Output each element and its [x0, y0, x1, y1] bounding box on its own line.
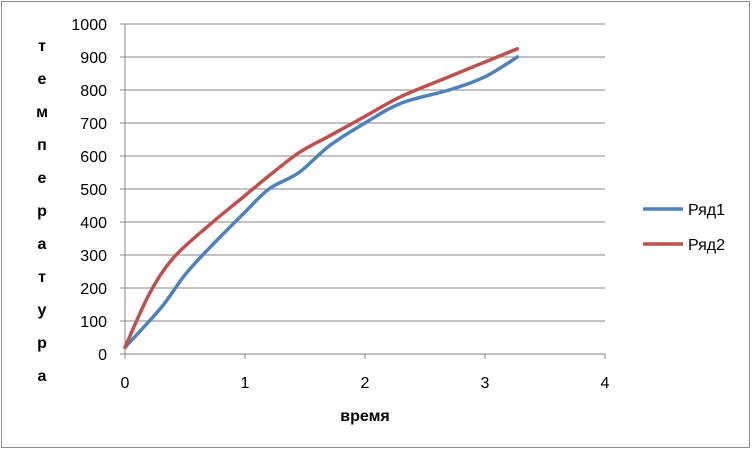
- y-axis-label-char: м: [36, 104, 48, 121]
- y-tick-label-2: 200: [80, 281, 107, 298]
- y-tick-label-3: 300: [80, 248, 107, 265]
- x-tick-label-3: 3: [481, 375, 490, 392]
- axes: [120, 23, 606, 359]
- y-tick-label-1: 100: [80, 314, 107, 331]
- legend-label-1: Ряд1: [688, 202, 725, 219]
- y-tick-label-5: 500: [80, 182, 107, 199]
- y-tick-label-4: 400: [80, 215, 107, 232]
- y-tick-label-0: 0: [98, 347, 107, 364]
- x-tick-label-4: 4: [601, 375, 610, 392]
- x-axis-label: время: [340, 408, 389, 425]
- legend: Ряд1 Ряд2: [643, 202, 725, 254]
- x-tick-label-0: 0: [121, 375, 130, 392]
- y-tick-label-10: 1000: [71, 17, 107, 34]
- y-axis-label-char: е: [38, 71, 47, 88]
- series-line-1: [123, 55, 520, 350]
- series-lines: [123, 47, 520, 350]
- grid-lines: [125, 23, 605, 322]
- y-axis-label-char: а: [38, 368, 47, 385]
- y-tick-label-7: 700: [80, 116, 107, 133]
- y-axis-label-char: р: [37, 335, 47, 352]
- y-tick-label-9: 900: [80, 50, 107, 67]
- y-axis-label-char: р: [37, 203, 47, 220]
- y-axis-label-char: т: [38, 269, 46, 286]
- series-line-2: [123, 47, 520, 350]
- y-axis-label-char: а: [38, 236, 47, 253]
- y-tick-label-8: 800: [80, 83, 107, 100]
- y-axis-label-char: т: [38, 38, 46, 55]
- y-axis-label-char: п: [37, 137, 47, 154]
- x-tick-labels: 0 1 2 3 4: [121, 375, 610, 392]
- y-axis-label-char: е: [38, 170, 47, 187]
- x-tick-label-2: 2: [361, 375, 370, 392]
- y-tick-labels: 0 100 200 300 400 500 600 700 800 900 1000: [71, 17, 107, 364]
- y-tick-label-6: 600: [80, 149, 107, 166]
- legend-label-2: Ряд2: [688, 237, 725, 254]
- y-axis-label-char: у: [38, 302, 47, 319]
- x-tick-label-1: 1: [241, 375, 250, 392]
